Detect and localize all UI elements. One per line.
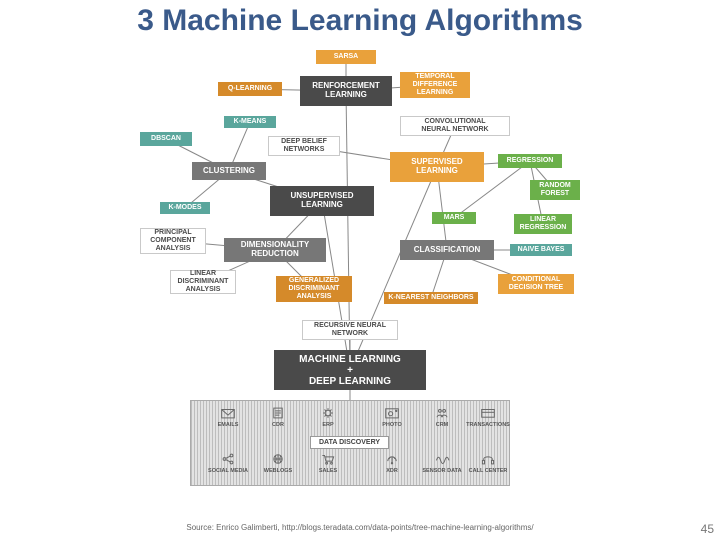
dd-emails: EMAILS bbox=[206, 406, 250, 428]
node-mldl: MACHINE LEARNING + DEEP LEARNING bbox=[274, 350, 426, 390]
node-rnn: RECURSIVE NEURAL NETWORK bbox=[302, 320, 398, 340]
dd-call-center: CALL CENTER bbox=[466, 452, 510, 474]
node-knn: K-NEAREST NEIGHBORS bbox=[384, 292, 478, 304]
node-randforest: RANDOM FOREST bbox=[530, 180, 580, 200]
node-mars: MARS bbox=[432, 212, 476, 224]
node-linreg: LINEAR REGRESSION bbox=[514, 214, 572, 234]
node-dbscan: DBSCAN bbox=[140, 132, 192, 146]
node-classif: CLASSIFICATION bbox=[400, 240, 494, 260]
node-unsup: UNSUPERVISED LEARNING bbox=[270, 186, 374, 216]
node-clustering: CLUSTERING bbox=[192, 162, 266, 180]
node-kmeans: K-MEANS bbox=[224, 116, 276, 128]
dd-erp: ERP bbox=[306, 406, 350, 428]
node-naive: NAIVE BAYES bbox=[510, 244, 572, 256]
page-number: 45 bbox=[701, 522, 714, 536]
node-pca: PRINCIPAL COMPONENT ANALYSIS bbox=[140, 228, 206, 254]
dd-xdr: XDR bbox=[370, 452, 414, 474]
dd-crm: CRM bbox=[420, 406, 464, 428]
node-gda: GENERALIZED DISCRIMINANT ANALYSIS bbox=[276, 276, 352, 302]
dd-sales: SALES bbox=[306, 452, 350, 474]
dd-sensor-data: SENSOR DATA bbox=[420, 452, 464, 474]
dd-social-media: SOCIAL MEDIA bbox=[206, 452, 250, 474]
dd-weblogs: WEBLOGS bbox=[256, 452, 300, 474]
node-supervised: SUPERVISED LEARNING bbox=[390, 152, 484, 182]
dd-cdr: CDR bbox=[256, 406, 300, 428]
node-kmodes: K-MODES bbox=[160, 202, 210, 214]
dd-transactions: TRANSACTIONS bbox=[466, 406, 510, 428]
node-reinf: RENFORCEMENT LEARNING bbox=[300, 76, 392, 106]
node-temporal: TEMPORAL DIFFERENCE LEARNING bbox=[400, 72, 470, 98]
node-deepbelief: DEEP BELIEF NETWORKS bbox=[268, 136, 340, 156]
diagram-canvas: DATA DISCOVERY SARSA TEMPORAL DIFFERENCE … bbox=[0, 42, 720, 512]
node-sarsa: SARSA bbox=[316, 50, 376, 64]
node-dimred: DIMENSIONALITY REDUCTION bbox=[224, 238, 326, 262]
node-regression: REGRESSION bbox=[498, 154, 562, 168]
page-title: 3 Machine Learning Algorithms bbox=[0, 4, 720, 38]
node-qlearn: Q-LEARNING bbox=[218, 82, 282, 96]
node-condtree: CONDITIONAL DECISION TREE bbox=[498, 274, 574, 294]
node-lda: LINEAR DISCRIMINANT ANALYSIS bbox=[170, 270, 236, 294]
data-discovery-label: DATA DISCOVERY bbox=[310, 436, 389, 449]
source-citation: Source: Enrico Galimberti, http://blogs.… bbox=[0, 523, 720, 532]
dd-photo: PHOTO bbox=[370, 406, 414, 428]
node-conv: CONVOLUTIONAL NEURAL NETWORK bbox=[400, 116, 510, 136]
